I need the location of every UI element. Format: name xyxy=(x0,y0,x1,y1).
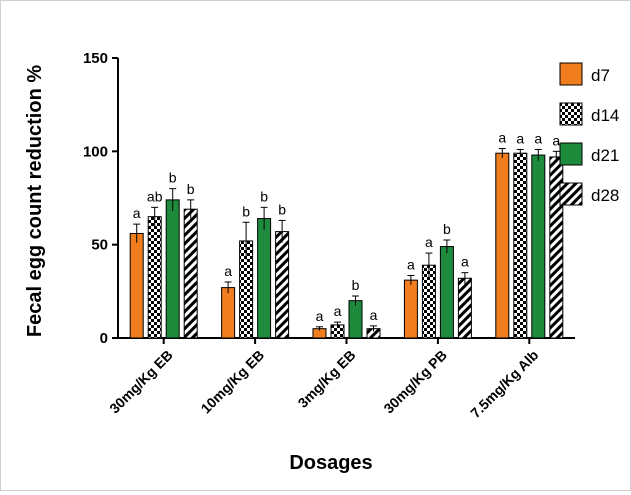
legend: d7 d14 d21 d28 xyxy=(559,62,619,206)
significance-label: a xyxy=(316,308,324,324)
bar-d21 xyxy=(531,154,546,339)
bar-d21 xyxy=(165,199,180,339)
x-tick-label: 30mg/Kg PB xyxy=(380,347,450,417)
legend-swatch-d14 xyxy=(559,102,583,126)
significance-label: a xyxy=(370,307,378,323)
y-axis-title: Fecal egg count reduction % xyxy=(24,65,46,337)
bar-d14 xyxy=(513,152,528,339)
significance-label: a xyxy=(334,303,342,319)
y-tick-label: 100 xyxy=(83,143,108,160)
bar-d7 xyxy=(221,287,236,339)
legend-label-d14: d14 xyxy=(591,106,619,125)
bar-d7 xyxy=(129,232,144,339)
significance-label: a xyxy=(498,130,506,146)
significance-label: b xyxy=(260,188,268,204)
significance-label: b xyxy=(278,201,286,217)
significance-label: a xyxy=(461,254,469,270)
significance-label: a xyxy=(534,130,542,146)
bar-d7 xyxy=(403,279,418,339)
significance-label: b xyxy=(352,277,360,293)
bar-d28 xyxy=(275,231,290,339)
significance-label: a xyxy=(133,205,141,221)
x-tick-label: 3mg/Kg EB xyxy=(294,347,358,411)
legend-label-d28: d28 xyxy=(591,186,619,205)
bar-d7 xyxy=(495,152,510,339)
bar-d28 xyxy=(183,208,198,339)
bar-d28 xyxy=(457,277,472,339)
significance-label: a xyxy=(516,130,524,146)
significance-label: a xyxy=(407,256,415,272)
significance-label: b xyxy=(187,181,195,197)
legend-swatch-d7 xyxy=(559,62,583,86)
y-tick-label: 50 xyxy=(91,237,108,254)
legend-label-d21: d21 xyxy=(591,146,619,165)
x-tick-label: 7.5mg/Kg Alb xyxy=(467,347,541,421)
y-tick-label: 150 xyxy=(83,50,108,67)
significance-label: b xyxy=(169,170,177,186)
legend-label-d7: d7 xyxy=(591,66,610,85)
x-axis-title: Dosages xyxy=(289,452,372,474)
x-tick-label: 30mg/Kg EB xyxy=(106,347,176,417)
bar-d14 xyxy=(147,216,162,339)
legend-swatch-d28 xyxy=(559,182,583,206)
bar-d21 xyxy=(348,300,363,339)
significance-label: a xyxy=(224,263,232,279)
x-tick-label: 10mg/Kg EB xyxy=(198,347,268,417)
significance-label: ab xyxy=(147,188,163,204)
y-tick-label: 0 xyxy=(100,330,108,347)
legend-swatch-d21 xyxy=(559,142,583,166)
significance-label: b xyxy=(443,221,451,237)
bar-d21 xyxy=(257,218,272,339)
significance-label: b xyxy=(242,203,250,219)
bar-d21 xyxy=(439,246,454,339)
significance-label: a xyxy=(552,132,560,148)
significance-label: a xyxy=(425,234,433,250)
